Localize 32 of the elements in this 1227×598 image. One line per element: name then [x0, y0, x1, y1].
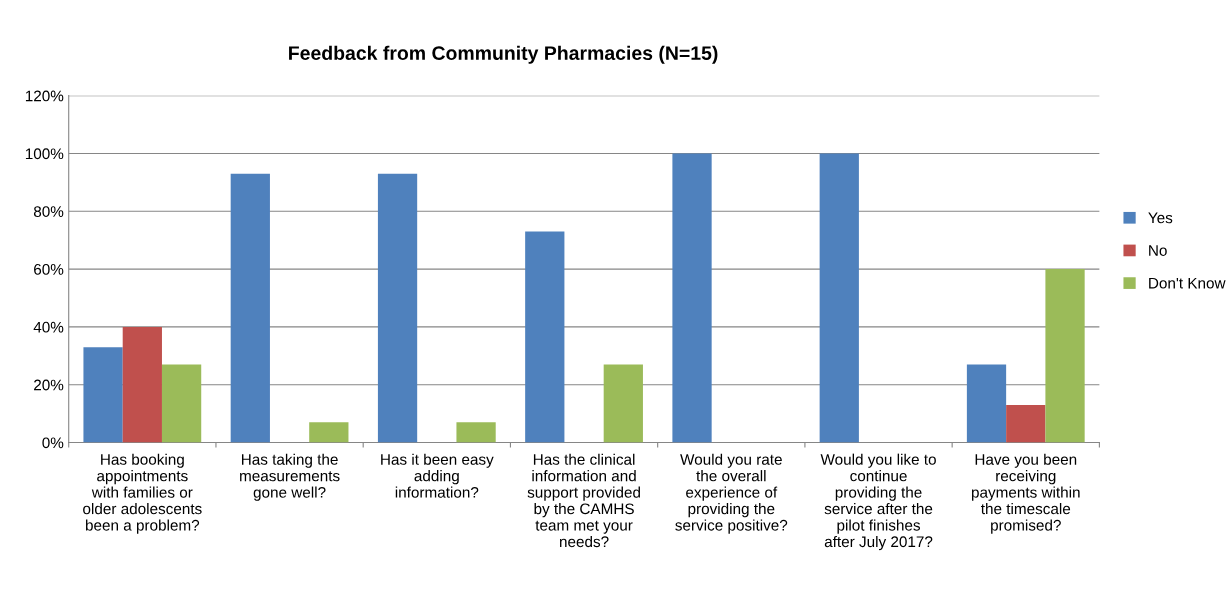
y-tick-label: 80%	[33, 206, 64, 217]
x-tick-label: Have you been receiving payments within the timescale promised?	[971, 453, 1080, 534]
x-tick-label: Has the clinical information and support provided by the CAMHS team met your needs?	[527, 453, 640, 548]
bar	[1045, 269, 1085, 443]
x-tick-label: Would you rate the overall experience of providing the service positive?	[675, 453, 788, 534]
y-tick-label: 100%	[25, 148, 64, 160]
bar	[230, 173, 270, 443]
x-tick-label: Has it been easy adding information?	[381, 453, 494, 498]
bar	[603, 364, 643, 443]
legend-label: Yes	[1148, 212, 1173, 224]
legend-label: Don't Know	[1149, 277, 1226, 289]
y-tick-label: 120%	[25, 90, 64, 102]
bar	[122, 326, 162, 443]
bar	[1006, 404, 1046, 443]
bar	[83, 347, 123, 443]
chart-title: Feedback from Community Pharmacies (N=15)	[289, 45, 718, 64]
x-tick-label: Would you like to continue providing the service after the pilot finishes after July 2017?	[820, 453, 936, 551]
y-tick-label: 40%	[33, 321, 64, 333]
bar	[161, 364, 202, 443]
bar	[377, 173, 418, 443]
x-tick-label: Has booking appointments with families or older adolescents been a problem?	[83, 453, 202, 534]
bar	[819, 153, 859, 443]
bar	[966, 364, 1007, 443]
bar	[309, 422, 349, 443]
bar	[672, 153, 712, 443]
y-tick-label: 0%	[42, 437, 64, 449]
bar	[456, 422, 496, 443]
bar	[525, 231, 565, 443]
legend-label: No	[1149, 245, 1167, 256]
y-tick-label: 60%	[34, 263, 64, 275]
y-tick-label: 20%	[34, 379, 64, 391]
x-tick-label: Has taking the measurements gone well?	[240, 453, 340, 501]
